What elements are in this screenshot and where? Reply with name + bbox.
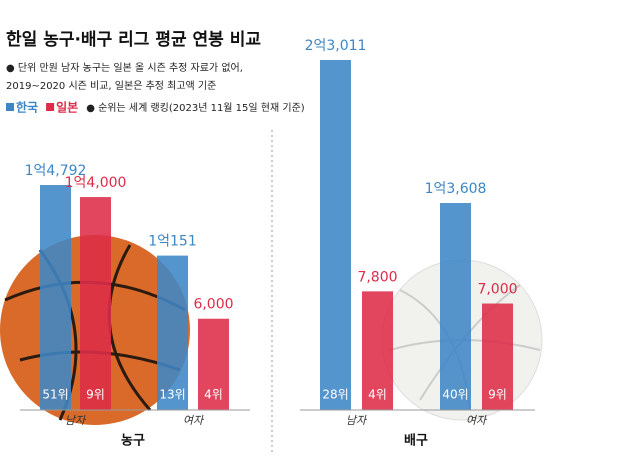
bar [80,197,111,410]
bar [482,303,513,410]
value-label: 2억3,011 [305,38,367,54]
note: 2019~2020 시즌 비교, 일본은 추정 최고액 기준 [6,80,216,92]
rank-label: 4위 [204,388,223,402]
category-label: 남자 [65,414,87,427]
legend-swatch [6,103,14,111]
rank-label: 51위 [42,388,68,402]
value-label: 7,000 [477,282,517,298]
bar [440,203,471,410]
category-label: 남자 [346,414,368,427]
rank-label: 13위 [159,388,185,402]
value-label: 1억3,608 [425,181,487,197]
bar [320,60,351,410]
bar [40,185,71,410]
rank-label: 28위 [322,388,348,402]
legend-label: 한국 [16,100,38,115]
value-label: 1억151 [148,234,197,250]
value-label: 7,800 [357,269,397,285]
value-label: 1억4,792 [25,163,87,179]
title: 한일 농구·배구 리그 평균 연봉 비교 [6,30,261,50]
value-label: 1억4,000 [65,175,127,191]
chart-title: 농구 [121,434,145,449]
legend-label: 일본 [56,101,78,115]
category-label: 여자 [183,414,205,427]
legend-swatch [46,103,55,111]
rank-label: 9위 [488,388,507,402]
bar [157,255,188,410]
value-label: 6,000 [193,297,233,313]
category-label: 여자 [466,414,488,427]
bar [362,291,393,410]
bar [198,318,229,410]
chart-title: 배구 [404,433,428,449]
rank-note: ● 순위는 세계 랭킹(2023년 11월 15일 현재 기준) [86,101,305,114]
rank-label: 9위 [86,388,105,402]
rank-label: 4위 [368,388,387,402]
rank-label: 40위 [442,388,468,402]
note: ● 단위 만원 남자 농구는 일본 올 시즌 추정 자료가 없어, [6,61,243,74]
